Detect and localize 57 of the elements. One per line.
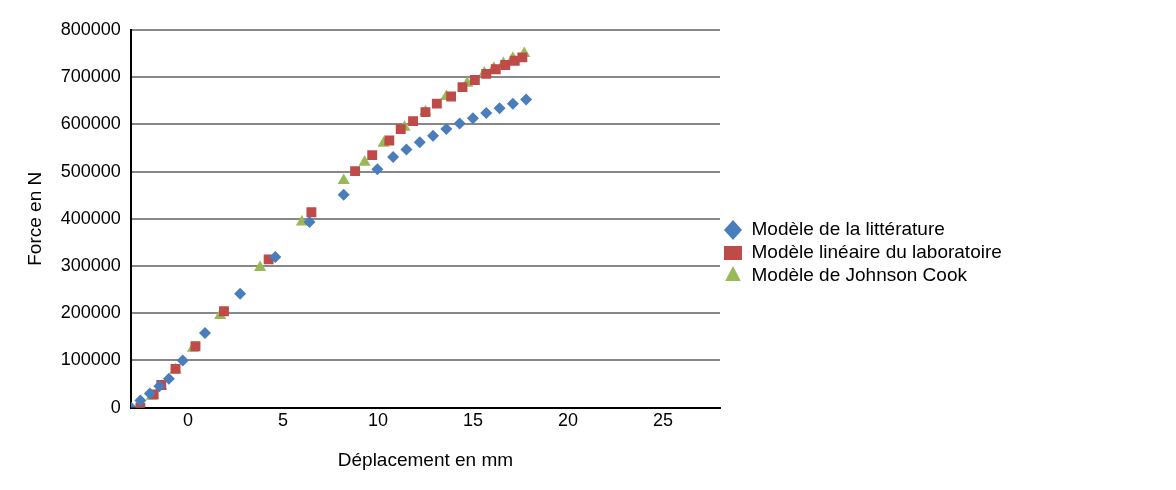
point xyxy=(358,155,371,166)
point xyxy=(408,116,419,127)
point xyxy=(453,117,466,130)
point xyxy=(371,163,384,176)
y-axis-title: Force en N xyxy=(23,171,45,266)
y-tick-label: 500000 xyxy=(60,160,121,181)
x-axis-title: Déplacement en mm xyxy=(337,448,514,470)
point xyxy=(254,260,267,271)
point xyxy=(303,216,316,229)
x-tick-label: 15 xyxy=(462,410,483,431)
point xyxy=(387,150,400,163)
y-tick-label: 300000 xyxy=(60,254,121,275)
point xyxy=(466,112,479,125)
point xyxy=(384,135,395,146)
point xyxy=(446,91,457,102)
x-tick-label: 5 xyxy=(277,410,288,431)
point xyxy=(427,129,440,142)
point xyxy=(234,287,247,300)
point xyxy=(431,98,442,109)
y-tick-label: 400000 xyxy=(60,207,121,228)
y-tick-label: 200000 xyxy=(60,302,121,323)
point xyxy=(457,82,468,93)
point xyxy=(190,341,201,352)
x-tick-label: 20 xyxy=(557,410,578,431)
y-tick-label: 800000 xyxy=(60,18,121,39)
y-tick-label: 700000 xyxy=(60,66,121,87)
point xyxy=(367,150,378,161)
point xyxy=(337,173,350,185)
point xyxy=(413,136,426,149)
point xyxy=(440,123,453,136)
legend-label: Modèle de la littérature xyxy=(751,218,945,240)
point xyxy=(520,93,533,106)
point xyxy=(269,251,282,264)
x-tick-label: 0 xyxy=(182,410,193,431)
point xyxy=(493,102,506,115)
point xyxy=(506,97,519,110)
point xyxy=(350,166,361,177)
point xyxy=(400,143,413,156)
point xyxy=(176,354,189,367)
legend-label: Modèle de Johnson Cook xyxy=(751,264,968,286)
x-tick-label: 25 xyxy=(652,410,673,431)
point xyxy=(134,394,147,407)
point xyxy=(295,215,308,226)
point xyxy=(517,52,528,63)
point xyxy=(395,124,406,135)
legend-label: Modèle linéaire du laboratoire xyxy=(751,241,1002,263)
point xyxy=(337,188,350,201)
point xyxy=(219,306,229,317)
point xyxy=(469,75,480,85)
y-tick-label: 600000 xyxy=(60,113,121,134)
x-tick-label: 10 xyxy=(367,410,388,431)
point xyxy=(306,207,317,218)
point xyxy=(480,107,493,120)
y-tick-label: 100000 xyxy=(60,349,121,370)
point xyxy=(162,372,175,385)
point xyxy=(198,327,211,340)
y-tick-label: 0 xyxy=(110,396,121,417)
